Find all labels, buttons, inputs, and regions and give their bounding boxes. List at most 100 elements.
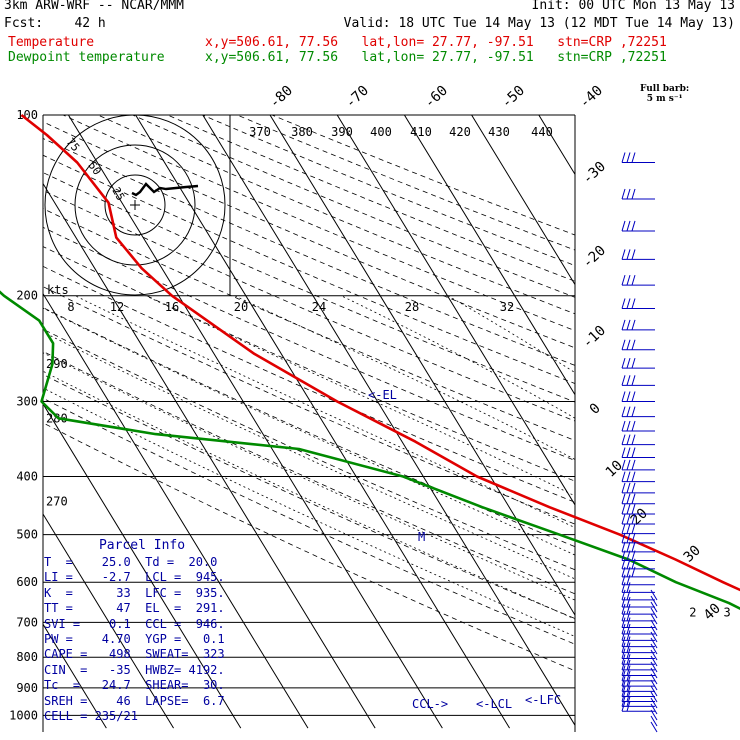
lcl-marker: <-LCL — [476, 697, 512, 711]
wind-barb-low-level — [650, 613, 658, 625]
mixing-ratio-line — [734, 582, 740, 728]
dry-adiabat — [271, 115, 575, 236]
wind-barb-low-level — [650, 703, 658, 715]
hodograph-speed-label: 28 — [405, 300, 419, 314]
wind-barb-flag — [621, 676, 626, 687]
wind-barb-flag — [631, 482, 636, 494]
wind-barb — [621, 319, 655, 331]
wind-barb-flag — [626, 696, 631, 707]
isotherm-line — [606, 115, 740, 728]
isotherm-line — [0, 115, 39, 728]
isotherm-label: -50 — [499, 83, 528, 112]
wind-barb-flag — [631, 357, 636, 369]
wind-barb-low-level — [650, 661, 658, 673]
dry-adiabat — [43, 328, 575, 571]
wind-barb-flag — [621, 610, 626, 622]
isotherm-label: -60 — [422, 83, 451, 112]
wind-barb-flag — [626, 642, 631, 653]
wind-barb-flag — [626, 648, 631, 659]
isotherm-line — [43, 182, 376, 729]
pressure-tick-label: 700 — [16, 615, 38, 629]
wind-barb-flag — [621, 589, 626, 600]
moist-adiabat — [43, 370, 575, 620]
wind-barb-flag — [626, 420, 631, 432]
wind-barb-low-level — [650, 715, 658, 727]
wind-barb-flag — [621, 665, 626, 676]
wind-barb-flag — [626, 596, 631, 608]
moist-adiabat-lines — [43, 295, 575, 637]
wind-barb-flag — [621, 493, 626, 504]
wind-barb-flag — [626, 152, 631, 163]
wind-barb-flag — [626, 686, 631, 697]
wind-barb-flag — [631, 249, 636, 260]
wind-barbs — [621, 152, 658, 733]
wind-barb-flag — [626, 503, 631, 515]
wind-barb-low-level — [650, 631, 658, 643]
wind-barb-low-level — [650, 589, 658, 601]
wind-barb-flag — [626, 670, 631, 682]
hodograph-speed-label: 20 — [234, 300, 248, 314]
wind-barb-flag — [631, 459, 636, 471]
hodograph-ring — [74, 144, 196, 266]
dry-adiabat — [43, 226, 575, 461]
wind-barb-flag — [631, 298, 636, 309]
temperature-location-info: x,y=506.61, 77.56 lat,lon= 27.77, -97.51… — [205, 35, 667, 50]
wind-barb-flag — [626, 319, 631, 331]
wind-barb-low-level — [650, 637, 658, 649]
wind-barb — [621, 482, 655, 494]
wind-barb — [621, 659, 655, 671]
wind-barb-flag — [621, 249, 626, 260]
hodograph-ring-label: 50 — [86, 159, 104, 177]
hodograph-speed-label: 16 — [165, 300, 179, 314]
wind-barb-flag — [626, 701, 631, 712]
wind-barb-flag — [626, 375, 631, 386]
wind-barb-flag — [626, 574, 631, 585]
pressure-tick-label: 300 — [16, 394, 38, 408]
dry-adiabat — [43, 154, 575, 385]
wind-barb-flag — [631, 493, 636, 504]
level-annotations: <-EL M CCL-> <-LCL <-LFC — [368, 388, 561, 711]
wind-barb-flag — [621, 541, 626, 552]
wind-barb-low-level — [650, 643, 658, 655]
dry-adiabat — [43, 397, 575, 645]
wind-barb-low-level — [650, 619, 658, 631]
theta-label: 380 — [291, 125, 313, 139]
parcel-row: PW = 4.70 YGP = 0.1 — [44, 631, 225, 646]
wind-barb-flag — [626, 665, 631, 676]
wind-barb-flag — [621, 482, 626, 494]
wind-barb — [621, 596, 655, 608]
wind-barb-flag — [626, 482, 631, 494]
wind-barb-flag — [631, 541, 636, 552]
wind-barb-flag — [621, 574, 626, 585]
barb-legend-line2: 5 m s⁻¹ — [646, 94, 683, 104]
wind-barb-flag — [631, 434, 636, 445]
ccl-marker: CCL-> — [412, 697, 448, 711]
dewpoint-location-info: x,y=506.61, 77.56 lat,lon= 27.77, -97.51… — [205, 50, 667, 65]
wind-barb-flag — [621, 339, 626, 350]
wind-barb-flag — [621, 596, 626, 608]
theta-label: 440 — [531, 125, 553, 139]
wind-barb-low-level — [650, 601, 658, 613]
wind-barb-flag — [621, 659, 626, 671]
init-time: Init: 00 UTC Mon 13 May 13 — [531, 0, 736, 13]
wind-barb-flag — [626, 654, 631, 665]
wind-barb-flag — [626, 406, 631, 417]
wind-barb — [621, 617, 655, 629]
dewpoint-trace — [0, 290, 740, 611]
isotherm-line — [43, 513, 174, 729]
hodograph-ring — [104, 174, 166, 236]
wind-barb-flag — [621, 420, 626, 432]
wind-barb-flag — [626, 513, 631, 525]
wind-barb — [621, 541, 655, 553]
wind-barb-flag — [626, 459, 631, 471]
parcel-info-panel: Parcel Info T = 25.0 Td = 20.0 LI = -2.7… — [44, 538, 240, 734]
wind-barb — [621, 558, 655, 570]
hodograph-center-mark — [130, 200, 140, 210]
wind-barb-low-level — [650, 655, 658, 667]
wind-barb-flag — [621, 603, 626, 615]
wind-barb — [621, 589, 655, 601]
wind-barb-flag — [621, 434, 626, 445]
wind-barb — [621, 357, 655, 369]
isotherm-label: -10 — [580, 323, 609, 352]
